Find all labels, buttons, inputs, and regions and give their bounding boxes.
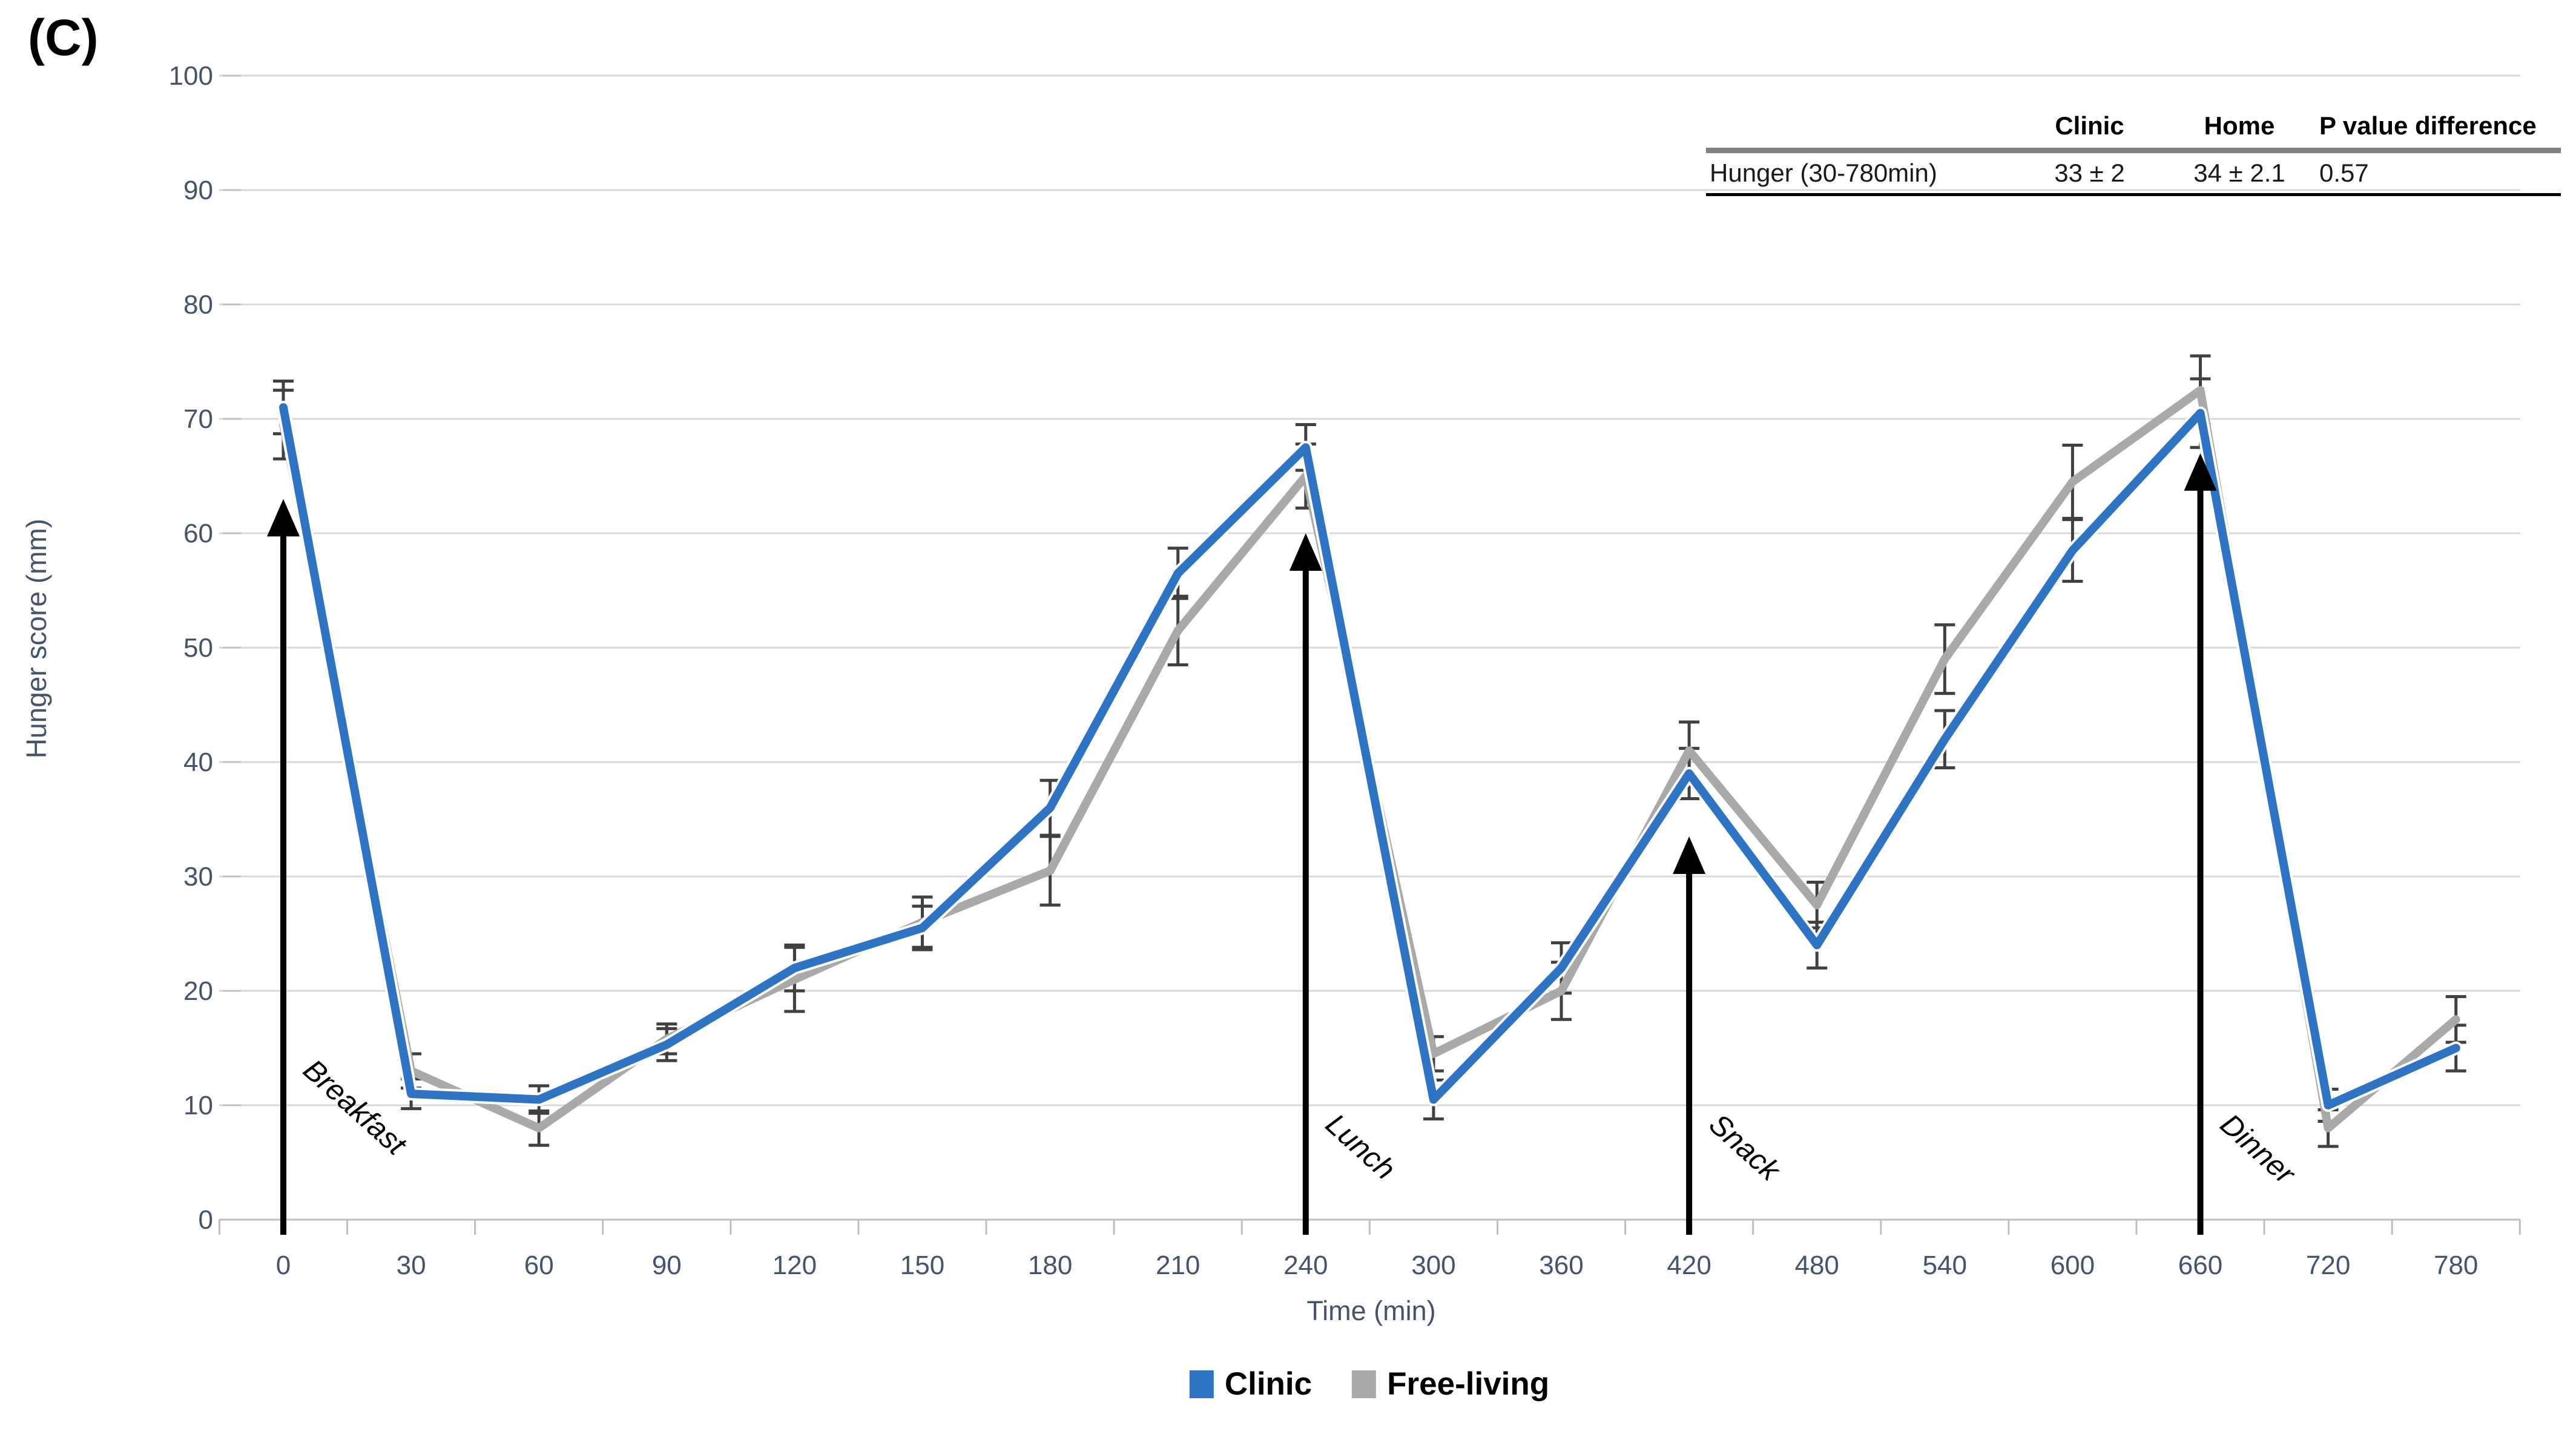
chart-legend: Clinic Free-living	[1189, 1366, 1549, 1402]
stats-table-header-row: Clinic Home P value difference	[1706, 94, 2561, 151]
stats-table: Clinic Home P value difference Hunger (3…	[1706, 94, 2561, 196]
x-tick-label: 360	[1539, 1251, 1583, 1280]
stats-row-label: Hunger (30-780min)	[1710, 159, 1937, 187]
stats-value-home: 34 ± 2.1	[2193, 159, 2285, 187]
stats-value-clinic: 33 ± 2	[2054, 159, 2125, 187]
x-tick-label: 60	[524, 1251, 554, 1280]
legend-label-clinic: Clinic	[1224, 1366, 1313, 1402]
y-tick-label: 40	[183, 748, 213, 777]
y-tick-label: 10	[183, 1091, 213, 1120]
x-tick-label: 120	[772, 1251, 817, 1280]
clinic-swatch-icon	[1189, 1370, 1214, 1398]
stats-header-pvalue: P value difference	[2319, 111, 2537, 140]
meal-arrowhead	[267, 499, 300, 537]
meal-arrowhead	[2184, 453, 2217, 491]
x-tick-label: 300	[1411, 1251, 1455, 1280]
clinic-line	[279, 403, 2460, 1109]
x-axis-title: Time (min)	[1306, 1295, 1436, 1326]
stats-table-row: Hunger (30-780min) 33 ± 2 34 ± 2.1 0.57	[1706, 151, 2561, 195]
x-tick-label: 90	[652, 1251, 682, 1280]
y-tick-label: 20	[183, 976, 213, 1006]
meal-annotation-label: Lunch	[1319, 1108, 1401, 1186]
x-tick-label: 180	[1028, 1251, 1072, 1280]
x-tick-label: 540	[1923, 1251, 1967, 1280]
legend-item-free-living: Free-living	[1352, 1366, 1549, 1402]
x-tick-label: 210	[1156, 1251, 1200, 1280]
x-tick-label: 150	[900, 1251, 944, 1280]
stats-value-pvalue: 0.57	[2319, 159, 2369, 187]
x-tick-label: 720	[2306, 1251, 2350, 1280]
y-tick-label: 50	[183, 633, 213, 663]
y-tick-label: 0	[199, 1205, 213, 1235]
y-tick-label: 80	[183, 290, 213, 320]
x-tick-label: 30	[397, 1251, 426, 1280]
meal-arrowhead	[1289, 533, 1322, 571]
panel-label: (C)	[28, 9, 99, 66]
x-tick-label: 420	[1667, 1251, 1711, 1280]
x-tick-label: 240	[1283, 1251, 1328, 1280]
legend-item-clinic: Clinic	[1189, 1366, 1313, 1402]
x-tick-label: 480	[1794, 1251, 1839, 1280]
legend-label-free-living: Free-living	[1387, 1366, 1550, 1402]
stats-header-home: Home	[2204, 111, 2275, 140]
y-tick-label: 30	[183, 862, 213, 892]
y-tick-label: 60	[183, 519, 213, 548]
stats-header-empty	[1706, 94, 2016, 151]
stats-header-clinic: Clinic	[2055, 111, 2124, 140]
y-tick-label: 70	[183, 404, 213, 434]
x-tick-label: 780	[2434, 1251, 2478, 1280]
meal-annotation-label: Dinner	[2214, 1108, 2302, 1191]
y-tick-label: 90	[183, 176, 213, 205]
x-tick-label: 600	[2051, 1251, 2095, 1280]
meal-arrowhead	[1673, 836, 1706, 874]
meal-annotation-label: Breakfast	[297, 1053, 413, 1162]
x-tick-label: 0	[276, 1251, 291, 1280]
free-living-swatch-icon	[1352, 1370, 1377, 1398]
x-tick-label: 660	[2178, 1251, 2222, 1280]
y-tick-label: 100	[169, 61, 213, 91]
meal-annotation-label: Snack	[1703, 1108, 1787, 1188]
